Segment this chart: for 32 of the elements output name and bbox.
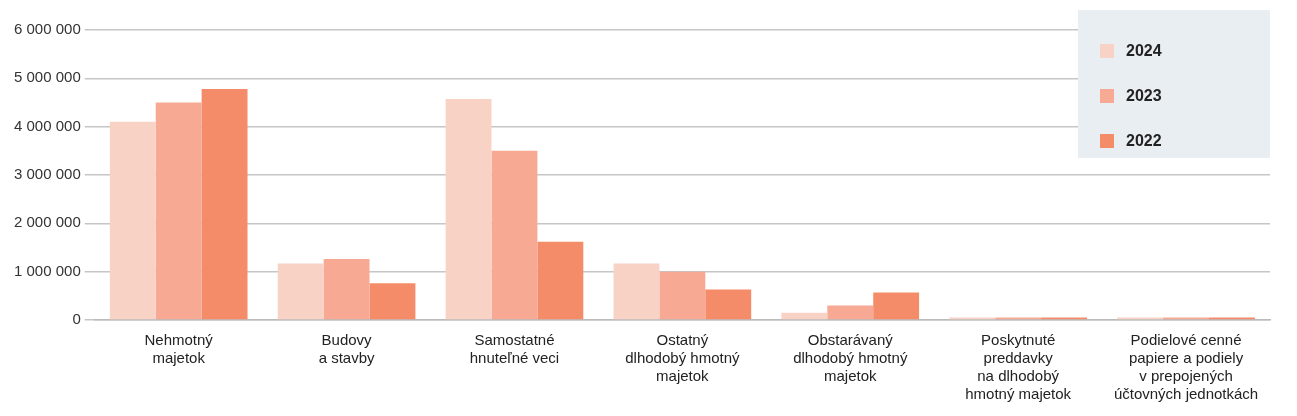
bar [277,263,324,320]
y-tick-label: 5 000 000 [14,68,81,86]
bar [827,305,874,320]
bar [323,259,370,320]
y-tick-label: 6 000 000 [14,20,81,38]
x-tick-label: Obstarávaný dlhodobý hmotný majetok [793,331,908,385]
x-tick-label: Samostatné hnuteľné veci [469,331,560,367]
legend-label: 2024 [1126,41,1162,60]
bar [109,121,156,320]
y-tick-label: 4 000 000 [14,116,81,134]
bar [155,102,202,320]
y-tick-label: 0 [72,310,81,328]
bar [201,88,248,320]
x-tick-label: Ostatný dlhodobý hmotný majetok [625,331,740,385]
bar [659,271,706,320]
bar [613,263,660,320]
bar [369,283,416,320]
bar [537,241,584,320]
legend-label: 2023 [1126,86,1162,105]
y-tick-label: 1 000 000 [14,261,81,279]
y-tick-label: 3 000 000 [14,165,81,183]
bar [873,292,920,320]
bar [705,289,752,320]
bar [491,150,538,320]
x-tick-label: Poskytnuté preddavky na dlhodobý hmotný majetok [965,331,1072,403]
x-tick-label: Budovy a stavby [318,331,375,367]
bar [445,99,492,320]
y-tick-label: 2 000 000 [14,213,81,231]
legend-label: 2022 [1126,131,1162,150]
x-tick-label: Podielové cenné papiere a podiely v prepojených účtovných jednotkách [1113,331,1259,403]
bar [781,312,828,320]
x-tick-label: Nehmotný majetok [144,331,214,367]
